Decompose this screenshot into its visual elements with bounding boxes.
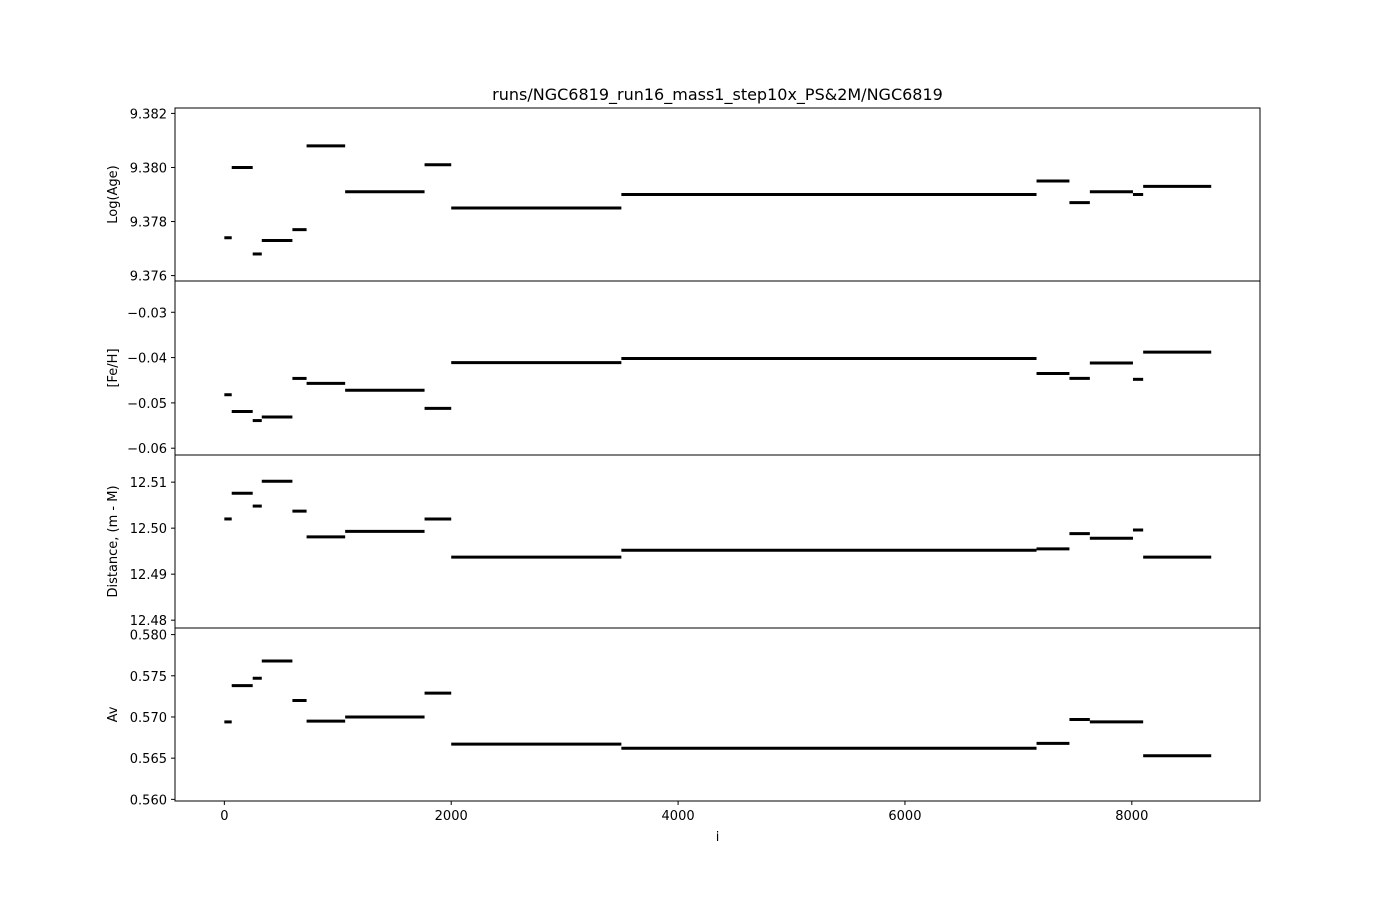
y-tick-label: −0.03: [127, 306, 167, 321]
y-tick-label: 12.51: [130, 476, 167, 491]
panel-frame: [174, 627, 1261, 802]
y-tick-label: 12.48: [130, 614, 167, 629]
y-tick-label: 0.565: [130, 752, 167, 767]
y-tick-label: −0.04: [127, 352, 167, 367]
y-tick-label: 12.50: [130, 522, 167, 537]
y-axis-label: Distance, (m - M): [106, 485, 121, 597]
panel-frame: [174, 280, 1261, 456]
x-tick-label: 6000: [888, 809, 921, 824]
y-tick-label: 9.380: [130, 161, 167, 176]
panel-2: −0.06 −0.05 −0.04 −0.03 [Fe/H]: [106, 280, 1261, 457]
panel-4: 0.560 0.565 0.570 0.575 0.580 Av 0 2000 4000 6000…: [106, 627, 1261, 824]
panels-group: 9.3769.3789.3809.382Log(Age)−0.06−0.05−0…: [106, 107, 1261, 824]
y-axis-label: Av: [106, 706, 121, 722]
y-tick-label: 12.49: [130, 568, 167, 583]
panel-3: 12.48 12.49 12.50 12.51 Distance, (m - M): [106, 454, 1261, 629]
y-tick-label: 9.378: [130, 216, 167, 231]
x-tick-label: 2000: [435, 809, 468, 824]
y-tick-label: 0.570: [130, 711, 167, 726]
y-tick-label: 0.580: [130, 629, 167, 644]
y-tick-label: 0.575: [130, 670, 167, 685]
y-axis-label: Log(Age): [106, 165, 121, 224]
x-tick-label: 8000: [1115, 809, 1148, 824]
x-axis-label: i: [716, 830, 720, 845]
x-tick-label: 0: [220, 809, 228, 824]
chart-title: runs/NGC6819_run16_mass1_step10x_PS&2M/N…: [492, 85, 943, 105]
y-tick-label: 0.560: [130, 793, 167, 808]
panel-1: 9.376 9.378 9.380 9.382 Log(Age): [106, 107, 1261, 285]
y-tick-label: −0.06: [127, 442, 167, 457]
y-axis-label: [Fe/H]: [106, 348, 121, 387]
x-tick-label: 4000: [662, 809, 695, 824]
y-tick-label: 9.376: [130, 270, 167, 285]
panel-frame: [174, 454, 1261, 629]
y-tick-label: −0.05: [127, 397, 167, 412]
y-tick-label: 9.382: [130, 107, 167, 122]
